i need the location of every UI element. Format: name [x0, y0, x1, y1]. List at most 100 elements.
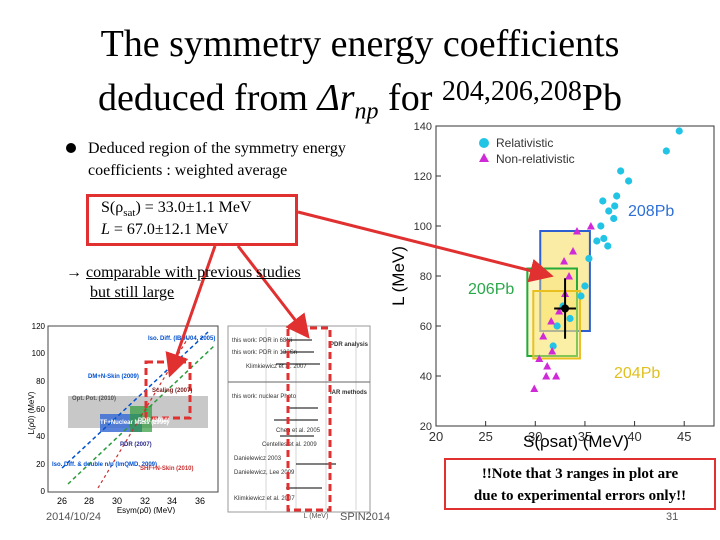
s-subscript: sat: [123, 207, 136, 220]
nonrelativistic-point: [547, 317, 556, 325]
relativistic-point: [611, 202, 619, 210]
plot3-labels: this work: PDR in 68Ni this work: PDR in…: [232, 338, 369, 502]
plot2-ytick: 100: [32, 349, 46, 358]
footer-page-number: 31: [666, 511, 679, 523]
comparison-line: → comparable with previous studies: [66, 262, 301, 284]
title-delta-r: Δr: [317, 77, 355, 119]
main-plot-xlabel: S(ρsat) (MeV): [523, 432, 629, 451]
plot2-xtick: 28: [84, 496, 94, 506]
main-plot-legend: Relativistic Non-relativistic: [479, 136, 575, 166]
l-value-line: L = 67.0±12.1 MeV: [101, 221, 229, 239]
ytick-label: 100: [414, 221, 432, 233]
nonrelativistic-point: [586, 222, 595, 230]
plot2-annotation: Iso. Diff. & double n/p (ImQMD, 2009): [52, 462, 157, 468]
bullet-dot: [66, 143, 76, 153]
note-line1: !!Note that 3 ranges in plot are: [481, 466, 679, 482]
title-mass-numbers: 204,206,208: [441, 76, 582, 107]
ytick-label: 20: [420, 421, 432, 433]
plot2-ytick: 120: [32, 322, 46, 331]
plot2-yticks: 120 100 80 60 40 20 0: [32, 322, 46, 496]
relativistic-point: [613, 192, 621, 200]
main-plot-xticks: 20 25 30 35 40 45: [429, 421, 691, 444]
legend-nonrelativistic-marker: [479, 153, 489, 162]
plot3-xlabel: L (MeV): [304, 513, 329, 520]
plot3-label: Klimkiewicz et al. 2007: [246, 364, 307, 370]
plot2-annotation: SHF+N-Skin (2010): [140, 466, 194, 472]
relativistic-point: [625, 177, 633, 185]
plot3-label: this work: PDR in 68Ni: [232, 338, 292, 344]
bullet-text: Deduced region of the symmetry energy co…: [88, 140, 346, 179]
label-204pb: 204Pb: [614, 365, 660, 382]
s-value-line: S(ρsat) = 33.0±1.1 MeV: [101, 199, 251, 219]
plot2-xtick: 26: [57, 496, 67, 506]
comparison-table-plot: this work: PDR in 68Ni this work: PDR in…: [227, 325, 371, 520]
title-np-subscript: np: [354, 98, 379, 125]
ytick-label: 60: [420, 321, 432, 333]
plot2-annotation: DM+N-Skin (2009): [88, 374, 139, 380]
plot2-annotation: PDR (2010): [138, 418, 170, 424]
plot2-annotation: TF+Nuclear Mass (1996): [100, 420, 169, 426]
slide-title-line2: deduced from Δrnp for 204,206,208Pb: [0, 70, 720, 134]
label-208pb: 208Pb: [628, 203, 674, 220]
relativistic-point: [599, 197, 607, 205]
relativistic-point: [604, 242, 612, 250]
relativistic-point: [600, 234, 608, 243]
main-scatter-plot: 20 40 60 80 100 120 140 20 25 30 35 40 45 L (MeV) S…: [389, 121, 715, 451]
plot3-highlight-box: [286, 326, 332, 512]
s-value: ) = 33.0±1.1 MeV: [135, 199, 252, 216]
xtick-label: 20: [429, 429, 443, 444]
ytick-label: 140: [414, 121, 432, 133]
ytick-label: 40: [420, 371, 432, 383]
connector-to-left-plot: [165, 245, 217, 378]
connector-to-center-plot: [236, 245, 310, 339]
main-plot-ranges: [526, 230, 591, 360]
nonrelativistic-point: [543, 362, 552, 370]
weighted-average-box: S(ρsat) = 33.0±1.1 MeV L = 67.0±12.1 MeV: [86, 194, 298, 246]
comparison-text-line2: but still large: [90, 284, 175, 301]
plot2-xtick: 36: [195, 496, 205, 506]
nonrelativistic-point: [565, 272, 574, 280]
relativistic-point: [617, 167, 625, 175]
plot3-label: PDR analysis: [330, 342, 369, 348]
plot3-label: Centelles et al. 2009: [262, 442, 317, 448]
plot3-label: this work: nuclear Photo: [232, 394, 297, 400]
nonrelativistic-point: [560, 257, 569, 265]
nonrelativistic-point: [572, 227, 581, 235]
avg-point: [561, 304, 570, 313]
title-for: for: [378, 77, 442, 119]
relativistic-point: [675, 127, 683, 135]
relativistic-point: [585, 254, 593, 263]
label-206pb: 206Pb: [468, 281, 514, 298]
nonrelativistic-point: [548, 347, 557, 355]
title-prefix: deduced from: [97, 77, 318, 119]
xtick-label: 40: [627, 429, 641, 444]
plot2-ytick: 60: [36, 405, 45, 414]
plot2-xtick: 30: [112, 496, 122, 506]
footer-conference: SPIN2014: [340, 511, 391, 523]
relativistic-point: [566, 314, 574, 323]
legend-nonrelativistic-label: Non-relativistic: [496, 152, 575, 166]
plot3-label: IAR methods: [330, 390, 368, 396]
note-line2: due to experimental errors only!!: [473, 488, 687, 504]
plot2-xtick: 32: [140, 496, 150, 506]
range-box-206Pb: [526, 267, 578, 357]
title-element: Pb: [581, 77, 622, 119]
nonrelativistic-point: [552, 372, 561, 380]
plot2-ytick: 80: [36, 377, 45, 386]
plot3-frame: [227, 325, 371, 513]
relativistic-point: [549, 342, 557, 350]
plot3-label: Danielewicz 2003: [234, 456, 282, 462]
legend-relativistic-marker: [479, 138, 489, 148]
plot3-gridlines: [265, 328, 357, 510]
slide-title-line1: The symmetry energy coefficients: [100, 23, 620, 65]
nonrelativistic-point: [542, 372, 551, 380]
plot3-label: Chen et al. 2005: [276, 428, 321, 434]
weighted-average-marker: [554, 278, 576, 339]
l-label: L: [101, 221, 110, 238]
legend-relativistic-label: Relativistic: [496, 136, 553, 150]
plot2-xticks: 26 28 30 32 34 36: [57, 496, 205, 506]
relativistic-point: [581, 282, 589, 290]
nonrelativistic-point: [569, 247, 578, 255]
previous-studies-plot: 120 100 80 60 40 20 0 26 28 30 32 34 36 …: [28, 322, 219, 514]
